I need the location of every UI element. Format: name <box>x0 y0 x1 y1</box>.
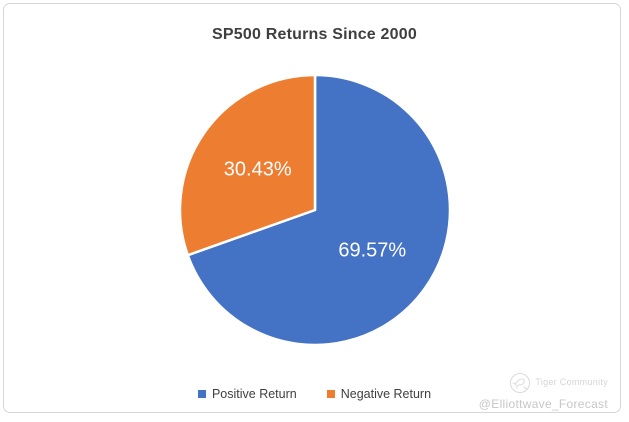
watermark-community-label: Tiger Community <box>535 377 608 388</box>
watermark: Tiger Community @Elliottwave_Forecast <box>479 372 608 411</box>
legend-label-negative: Negative Return <box>340 387 432 401</box>
watermark-handle: @Elliottwave_Forecast <box>478 397 608 411</box>
chart-title: SP500 Returns Since 2000 <box>212 26 417 43</box>
legend-swatch-negative <box>326 390 335 398</box>
pie-data-label-positive-return: 69.57% <box>338 240 406 262</box>
tiger-doodle-icon <box>510 372 531 394</box>
legend: Positive Return Negative Return <box>0 387 629 401</box>
pie-slice-negative-return <box>178 73 317 257</box>
pie-data-label-negative-return: 30.43% <box>224 159 292 181</box>
legend-swatch-positive <box>197 390 206 398</box>
legend-item-positive: Positive Return <box>197 387 297 401</box>
legend-item-negative: Negative Return <box>326 387 432 401</box>
pie-slice-positive-return <box>186 73 452 347</box>
legend-label-positive: Positive Return <box>211 387 297 401</box>
